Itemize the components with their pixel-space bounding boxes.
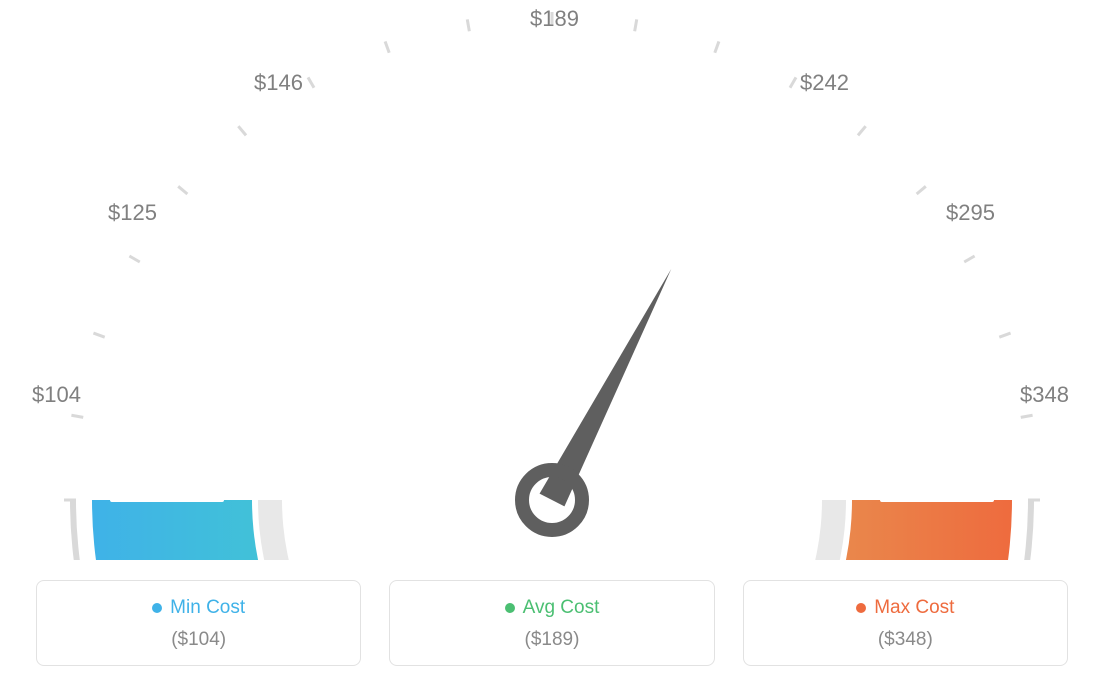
legend-value-min: ($104): [37, 629, 360, 651]
legend-value-avg: ($189): [390, 629, 713, 651]
legend-title-max: Max Cost: [856, 597, 954, 619]
legend-title-avg: Avg Cost: [505, 597, 600, 619]
legend-label-max: Max Cost: [874, 597, 954, 619]
legend-label-min: Min Cost: [170, 597, 245, 619]
cost-gauge-chart: $104 $125 $146 $189 $242 $295 $348 Min C…: [0, 0, 1104, 690]
gauge-svg: [0, 0, 1104, 560]
tick-label-2: $146: [254, 70, 303, 96]
tick-label-6: $348: [1020, 382, 1069, 408]
legend-value-max: ($348): [744, 629, 1067, 651]
tick-label-3: $189: [530, 6, 579, 32]
tick-label-1: $125: [108, 200, 157, 226]
legend-label-avg: Avg Cost: [523, 597, 600, 619]
gauge-area: $104 $125 $146 $189 $242 $295 $348: [0, 0, 1104, 560]
legend-dot-min: [152, 603, 162, 613]
legend-row: Min Cost ($104) Avg Cost ($189) Max Cost…: [0, 580, 1104, 666]
legend-card-max: Max Cost ($348): [743, 580, 1068, 666]
legend-dot-max: [856, 603, 866, 613]
legend-card-avg: Avg Cost ($189): [389, 580, 714, 666]
legend-card-min: Min Cost ($104): [36, 580, 361, 666]
legend-title-min: Min Cost: [152, 597, 245, 619]
tick-label-0: $104: [32, 382, 81, 408]
tick-label-5: $295: [946, 200, 995, 226]
tick-label-4: $242: [800, 70, 849, 96]
legend-dot-avg: [505, 603, 515, 613]
